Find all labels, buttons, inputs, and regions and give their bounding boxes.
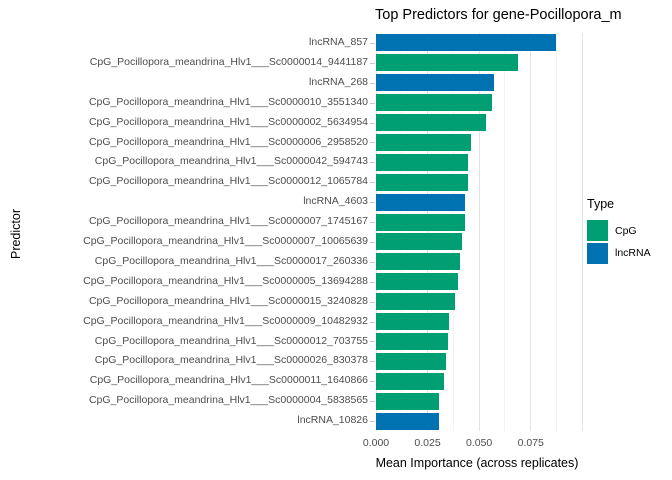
legend-swatch <box>587 242 608 264</box>
bar <box>376 372 445 390</box>
gridline-major <box>478 33 480 431</box>
y-tick-mark <box>370 42 375 44</box>
y-tick-label: CpG_Pocillopora_meandrina_Hlv1___Sc00000… <box>88 95 368 108</box>
gridline-minor <box>401 33 403 431</box>
gridline-major <box>530 33 532 431</box>
legend-entries: CpG lncRNA <box>587 220 651 264</box>
bar <box>376 412 439 430</box>
y-tick-mark <box>370 142 375 144</box>
y-tick-label: lncRNA_268 <box>309 75 368 88</box>
bar <box>376 332 448 350</box>
y-tick-label: CpG_Pocillopora_meandrina_Hlv1___Sc00000… <box>94 334 368 347</box>
y-tick-mark <box>370 241 375 243</box>
bar <box>376 392 440 410</box>
bar <box>376 54 519 72</box>
y-tick-label: CpG_Pocillopora_meandrina_Hlv1___Sc00000… <box>88 294 368 307</box>
bar <box>376 133 471 151</box>
legend-title: Type <box>587 197 615 211</box>
gridline-major <box>427 33 429 431</box>
x-tick-label: 0.050 <box>466 437 493 449</box>
gridline-major <box>581 33 583 431</box>
y-tick-mark <box>370 261 375 263</box>
y-tick-mark <box>370 341 375 343</box>
legend-swatch <box>587 220 608 241</box>
y-tick-mark <box>370 281 375 283</box>
x-axis-title: Mean Importance (across replicates) <box>375 456 579 470</box>
y-tick-label: CpG_Pocillopora_meandrina_Hlv1___Sc00000… <box>94 354 368 367</box>
bar <box>376 173 468 191</box>
bar <box>376 293 456 311</box>
y-tick-mark <box>370 222 375 224</box>
y-tick-mark <box>370 321 375 323</box>
y-tick-mark <box>370 62 375 64</box>
y-tick-mark <box>370 401 375 403</box>
x-tick-label: 0.025 <box>414 437 441 449</box>
y-tick-mark <box>370 182 375 184</box>
y-tick-label: CpG_Pocillopora_meandrina_Hlv1___Sc00000… <box>88 394 368 407</box>
y-tick-label: CpG_Pocillopora_meandrina_Hlv1___Sc00000… <box>88 135 368 148</box>
bar <box>376 34 557 52</box>
bar <box>376 74 494 92</box>
y-tick-label: lncRNA_857 <box>309 36 368 48</box>
bar <box>376 352 446 370</box>
y-tick-label: CpG_Pocillopora_meandrina_Hlv1___Sc00000… <box>94 254 368 267</box>
y-tick-mark <box>370 381 375 383</box>
y-tick-label: CpG_Pocillopora_meandrina_Hlv1___Sc00000… <box>89 374 368 387</box>
y-axis-labels: lncRNA_857 CpG_Pocillopora_meandrina_Hlv1… <box>0 33 368 431</box>
y-tick-label: CpG_Pocillopora_meandrina_Hlv1___Sc00000… <box>88 215 368 228</box>
y-tick-label: CpG_Pocillopora_meandrina_Hlv1___Sc00000… <box>88 115 368 128</box>
gridline-minor <box>504 33 506 431</box>
y-tick-mark <box>370 82 375 84</box>
x-tick-label: 0.000 <box>362 437 390 449</box>
legend-entry: lncRNA <box>587 242 651 264</box>
y-tick-mark <box>370 202 375 204</box>
y-tick-mark <box>370 361 375 363</box>
gridline-minor <box>452 33 454 431</box>
y-tick-label: CpG_Pocillopora_meandrina_Hlv1___Sc00000… <box>83 314 368 327</box>
bar <box>376 114 487 132</box>
plot-panel <box>370 33 583 431</box>
y-tick-mark <box>370 421 375 423</box>
y-tick-label: CpG_Pocillopora_meandrina_Hlv1___Sc00000… <box>83 274 368 287</box>
y-tick-label: CpG_Pocillopora_meandrina_Hlv1___Sc00000… <box>94 155 368 168</box>
legend: Type CpG lncRNA <box>587 197 651 265</box>
y-tick-label: lncRNA_4603 <box>303 195 368 208</box>
bar <box>376 313 450 331</box>
y-tick-label: CpG_Pocillopora_meandrina_Hlv1___Sc00000… <box>83 235 368 247</box>
legend-label: lncRNA <box>615 247 651 259</box>
bar <box>376 193 465 211</box>
chart-title: Top Predictors for gene-Pocillopora_m <box>375 7 622 23</box>
y-tick-label: CpG_Pocillopora_meandrina_Hlv1___Sc00000… <box>89 55 368 68</box>
bar <box>376 153 469 171</box>
y-tick-mark <box>370 301 375 303</box>
bar <box>376 94 492 112</box>
bar <box>376 233 462 251</box>
gridline-minor <box>556 33 557 431</box>
x-tick-label: 0.075 <box>517 437 544 449</box>
y-tick-label: CpG_Pocillopora_meandrina_Hlv1___Sc00000… <box>88 175 368 188</box>
bar <box>376 253 460 271</box>
legend-label: CpG <box>615 224 637 237</box>
bar <box>376 213 465 231</box>
legend-entry: CpG <box>587 220 651 241</box>
y-tick-label: lncRNA_10826 <box>297 414 368 427</box>
y-tick-mark <box>370 122 375 124</box>
y-tick-mark <box>370 102 375 104</box>
y-tick-mark <box>370 162 375 164</box>
gridline-major <box>375 33 377 431</box>
bar <box>376 273 458 291</box>
